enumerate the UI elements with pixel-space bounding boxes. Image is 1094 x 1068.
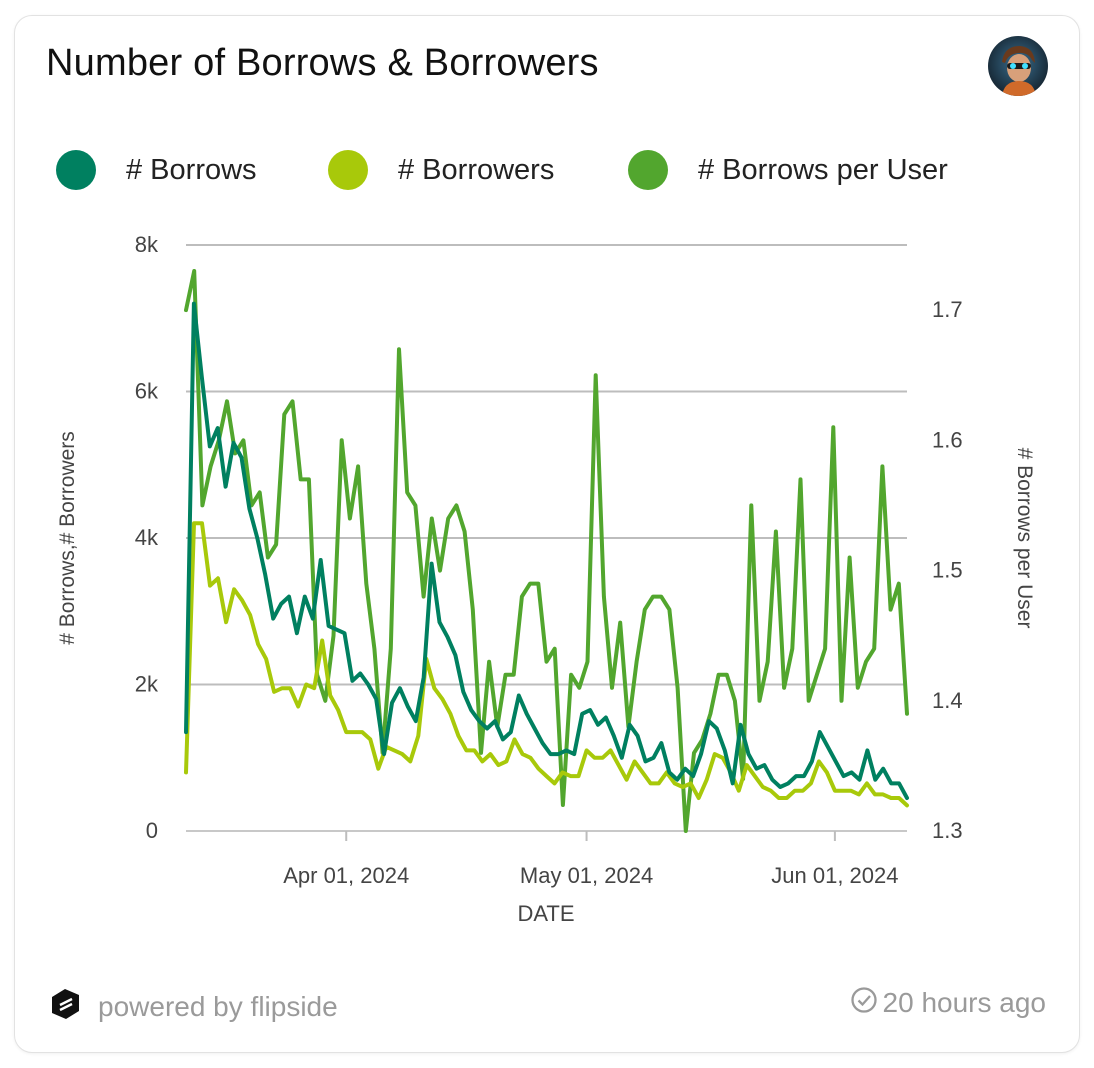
y2-tick-label: 1.7 <box>932 297 963 322</box>
y2-axis-title: # Borrows per User <box>1013 448 1036 629</box>
y2-tick-label: 1.5 <box>932 558 963 583</box>
series-line-borrows <box>184 301 909 800</box>
y2-tick-label: 1.4 <box>932 688 963 713</box>
y-tick-label: 4k <box>135 525 159 550</box>
y-tick-label: 6k <box>135 379 159 404</box>
legend-dot-icon <box>56 150 96 190</box>
y2-tick-label: 1.3 <box>932 818 963 843</box>
chart-title: Number of Borrows & Borrowers <box>46 42 599 84</box>
x-tick-label: Apr 01, 2024 <box>283 863 409 888</box>
flipside-logo-icon <box>46 985 84 1028</box>
check-circle-icon <box>849 985 879 1020</box>
y2-tick-label: 1.6 <box>932 427 963 452</box>
legend-label: # Borrows <box>126 153 257 186</box>
legend-dot-icon <box>628 150 668 190</box>
last-updated: 20 hours ago <box>849 985 1046 1020</box>
legend-dot-icon <box>328 150 368 190</box>
axes: 0 2k 4k 6k 8k 1.3 1.4 1.5 1.6 1.7 Apr 01, 2024 May … <box>135 232 963 888</box>
y-axis-title: # Borrows,# Borrowers <box>56 431 79 645</box>
legend-label: # Borrowers <box>398 153 555 186</box>
series-line-borrowers <box>184 521 909 808</box>
x-tick-label: Jun 01, 2024 <box>771 863 898 888</box>
y-tick-label: 2k <box>135 672 159 697</box>
powered-by-flipside-link[interactable]: powered by flipside <box>46 985 338 1028</box>
line-chart: 0 2k 4k 6k 8k 1.3 1.4 1.5 1.6 1.7 Apr 01, 2024 May … <box>56 232 1036 926</box>
legend-label: # Borrows per User <box>698 153 948 186</box>
user-avatar-icon[interactable] <box>988 36 1048 96</box>
legend-item-borrowers[interactable]: # Borrowers <box>328 146 554 194</box>
x-tick-label: May 01, 2024 <box>520 863 653 888</box>
x-axis-title: DATE <box>517 901 574 926</box>
powered-by-text: powered by flipside <box>98 990 338 1022</box>
y-tick-label: 8k <box>135 232 159 257</box>
series-line-borrows-per-user <box>184 269 909 833</box>
legend-item-borrows-per-user[interactable]: # Borrows per User <box>628 146 948 194</box>
y-tick-label: 0 <box>146 818 158 843</box>
last-updated-text: 20 hours ago <box>882 986 1046 1018</box>
legend-item-borrows[interactable]: # Borrows <box>56 146 257 194</box>
series-lines <box>184 269 909 833</box>
